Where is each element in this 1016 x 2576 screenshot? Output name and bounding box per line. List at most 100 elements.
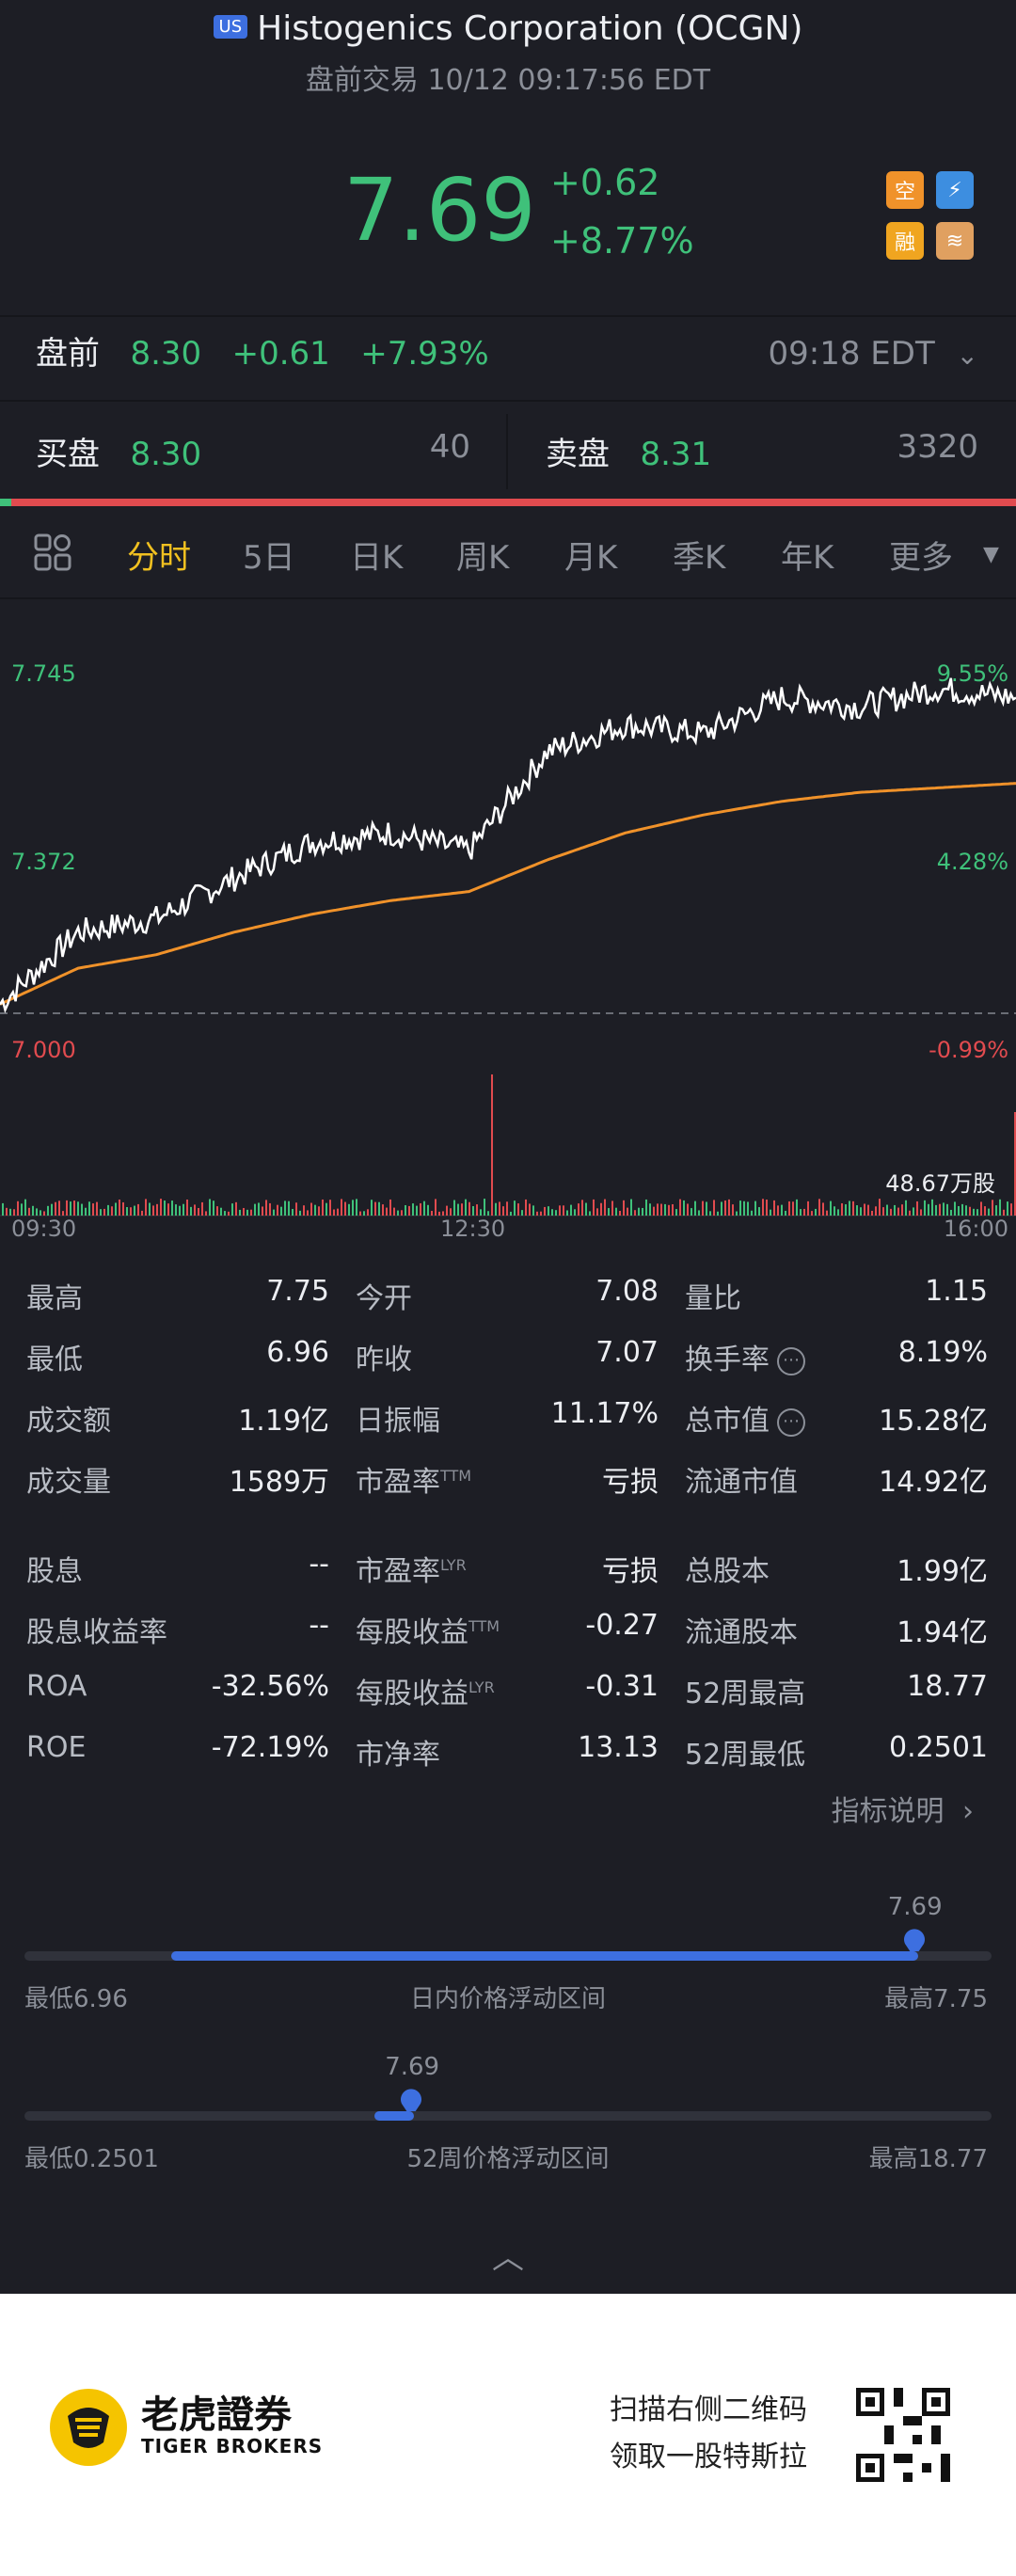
volume-bar xyxy=(1007,1201,1008,1216)
volume-bar xyxy=(254,1203,256,1216)
stat-value: 6.96 xyxy=(266,1336,329,1369)
stat-label: 流通股本 xyxy=(685,1609,798,1650)
stat-label-text: 昨收 xyxy=(356,1344,412,1376)
ask-label: 卖盘 xyxy=(546,436,610,473)
volume-bar xyxy=(446,1205,448,1216)
day-range-widget: 7.69 最低6.96 日内价格浮动区间 最高7.75 xyxy=(0,1893,1016,2034)
stat-superscript: TTM xyxy=(468,1617,500,1635)
volume-bars xyxy=(2,1074,1016,1216)
education-icon[interactable]: ≋ xyxy=(936,222,974,260)
volume-bar xyxy=(453,1200,455,1216)
info-icon[interactable]: ⋯ xyxy=(777,1407,805,1437)
grid-icon[interactable] xyxy=(34,533,71,580)
tab-5day[interactable]: 5日 xyxy=(243,539,295,577)
volume-bar xyxy=(743,1201,745,1216)
volume-bar xyxy=(246,1209,248,1216)
stat-value: 7.07 xyxy=(595,1336,659,1369)
volume-bar xyxy=(574,1209,576,1216)
volume-bar xyxy=(363,1211,365,1216)
volume-bar xyxy=(563,1205,564,1216)
volume-bar xyxy=(649,1203,651,1216)
volume-bar xyxy=(51,1203,53,1216)
indicator-explain-link[interactable]: 指标说明 › xyxy=(831,1788,974,1829)
volume-bar xyxy=(314,1204,316,1216)
volume-bar xyxy=(796,1199,798,1216)
premarket-time-toggle[interactable]: 09:18 EDT ⌄ xyxy=(768,335,978,373)
tab-daily-k[interactable]: 日K xyxy=(350,539,404,577)
volume-bar xyxy=(988,1208,990,1216)
tab-weekly-k[interactable]: 周K xyxy=(456,539,510,577)
volume-bar xyxy=(491,1074,493,1216)
ask-ratio xyxy=(11,499,1016,506)
stat-label: 换手率 ⋯ xyxy=(685,1336,805,1377)
stat-value: 0.2501 xyxy=(889,1731,988,1764)
volume-bar xyxy=(544,1206,546,1216)
promo-line-1: 扫描右侧二维码 xyxy=(610,2393,807,2426)
collapse-chevron-icon[interactable]: ︿ xyxy=(492,2239,524,2277)
volume-bar xyxy=(487,1211,489,1216)
stat-label-text: 换手率 xyxy=(685,1344,770,1376)
premarket-change-percent: +7.93% xyxy=(360,335,489,373)
average-price-line xyxy=(0,782,1016,1006)
volume-bar xyxy=(423,1201,425,1216)
volume-label: 48.67万股 xyxy=(885,1170,995,1197)
volume-bar xyxy=(201,1201,203,1216)
stat-value: 1.15 xyxy=(925,1275,988,1308)
volume-bar xyxy=(589,1211,591,1216)
volume-bar xyxy=(920,1209,922,1216)
volume-bar xyxy=(2,1202,4,1216)
volume-bar xyxy=(830,1201,832,1216)
tab-yearly-k[interactable]: 年K xyxy=(781,539,834,577)
stat-value: -- xyxy=(309,1609,329,1642)
stat-label-text: 成交额 xyxy=(26,1405,111,1438)
lightning-icon[interactable]: ⚡ xyxy=(936,171,974,209)
stat-label-text: 最高 xyxy=(26,1282,83,1315)
volume-bar xyxy=(280,1206,282,1216)
volume-bar xyxy=(627,1207,628,1216)
time-mid: 12:30 xyxy=(440,1216,506,1242)
intraday-chart[interactable]: 7.745 7.372 7.000 9.55% 4.28% -0.99% 48.… xyxy=(0,640,1016,1242)
qr-code-icon[interactable] xyxy=(856,2388,950,2482)
volume-bar xyxy=(502,1206,504,1216)
volume-bar xyxy=(559,1205,561,1216)
volume-bar xyxy=(901,1204,903,1216)
volume-bar xyxy=(728,1199,730,1216)
tab-more[interactable]: 更多 xyxy=(889,539,953,577)
volume-bar xyxy=(85,1207,87,1216)
volume-bar xyxy=(292,1208,294,1216)
premarket-price: 8.30 xyxy=(130,335,202,373)
volume-bar xyxy=(348,1203,350,1216)
info-icon[interactable]: ⋯ xyxy=(777,1346,805,1375)
stats-row: 成交额 1.19亿 日振幅 11.17% 总市值 ⋯ 15.28亿 xyxy=(0,1397,1016,1457)
volume-bar xyxy=(389,1199,391,1216)
volume-bar xyxy=(675,1209,677,1216)
margin-icon[interactable]: 融 xyxy=(886,222,924,260)
tab-quarterly-k[interactable]: 季K xyxy=(673,539,726,577)
stat-value: 1589万 xyxy=(229,1466,329,1499)
volume-bar xyxy=(630,1199,632,1216)
volume-bar xyxy=(980,1201,982,1216)
volume-bar xyxy=(228,1211,230,1216)
stat-label: 总市值 ⋯ xyxy=(685,1397,805,1439)
volume-bar xyxy=(141,1210,143,1216)
day-range-low: 最低6.96 xyxy=(24,1985,128,2013)
tab-monthly-k[interactable]: 月K xyxy=(564,539,618,577)
short-sell-icon[interactable]: 空 xyxy=(886,171,924,209)
stat-label: 最高 xyxy=(26,1275,83,1316)
tab-intraday[interactable]: 分时 xyxy=(127,539,191,577)
volume-bar xyxy=(822,1202,824,1216)
volume-bar xyxy=(548,1206,549,1216)
stat-label: 总股本 xyxy=(685,1548,770,1589)
volume-bar xyxy=(913,1207,914,1216)
stat-label-text: 52周最低 xyxy=(685,1739,806,1772)
volume-bar xyxy=(758,1207,760,1216)
volume-bar xyxy=(484,1199,485,1216)
volume-bar xyxy=(262,1206,263,1216)
volume-bar xyxy=(634,1210,636,1216)
caret-down-icon[interactable]: ▼ xyxy=(983,543,999,566)
divider xyxy=(0,400,1016,402)
volume-bar xyxy=(773,1200,775,1216)
volume-bar xyxy=(457,1203,459,1216)
volume-bar xyxy=(833,1206,835,1216)
volume-bar xyxy=(277,1204,278,1216)
